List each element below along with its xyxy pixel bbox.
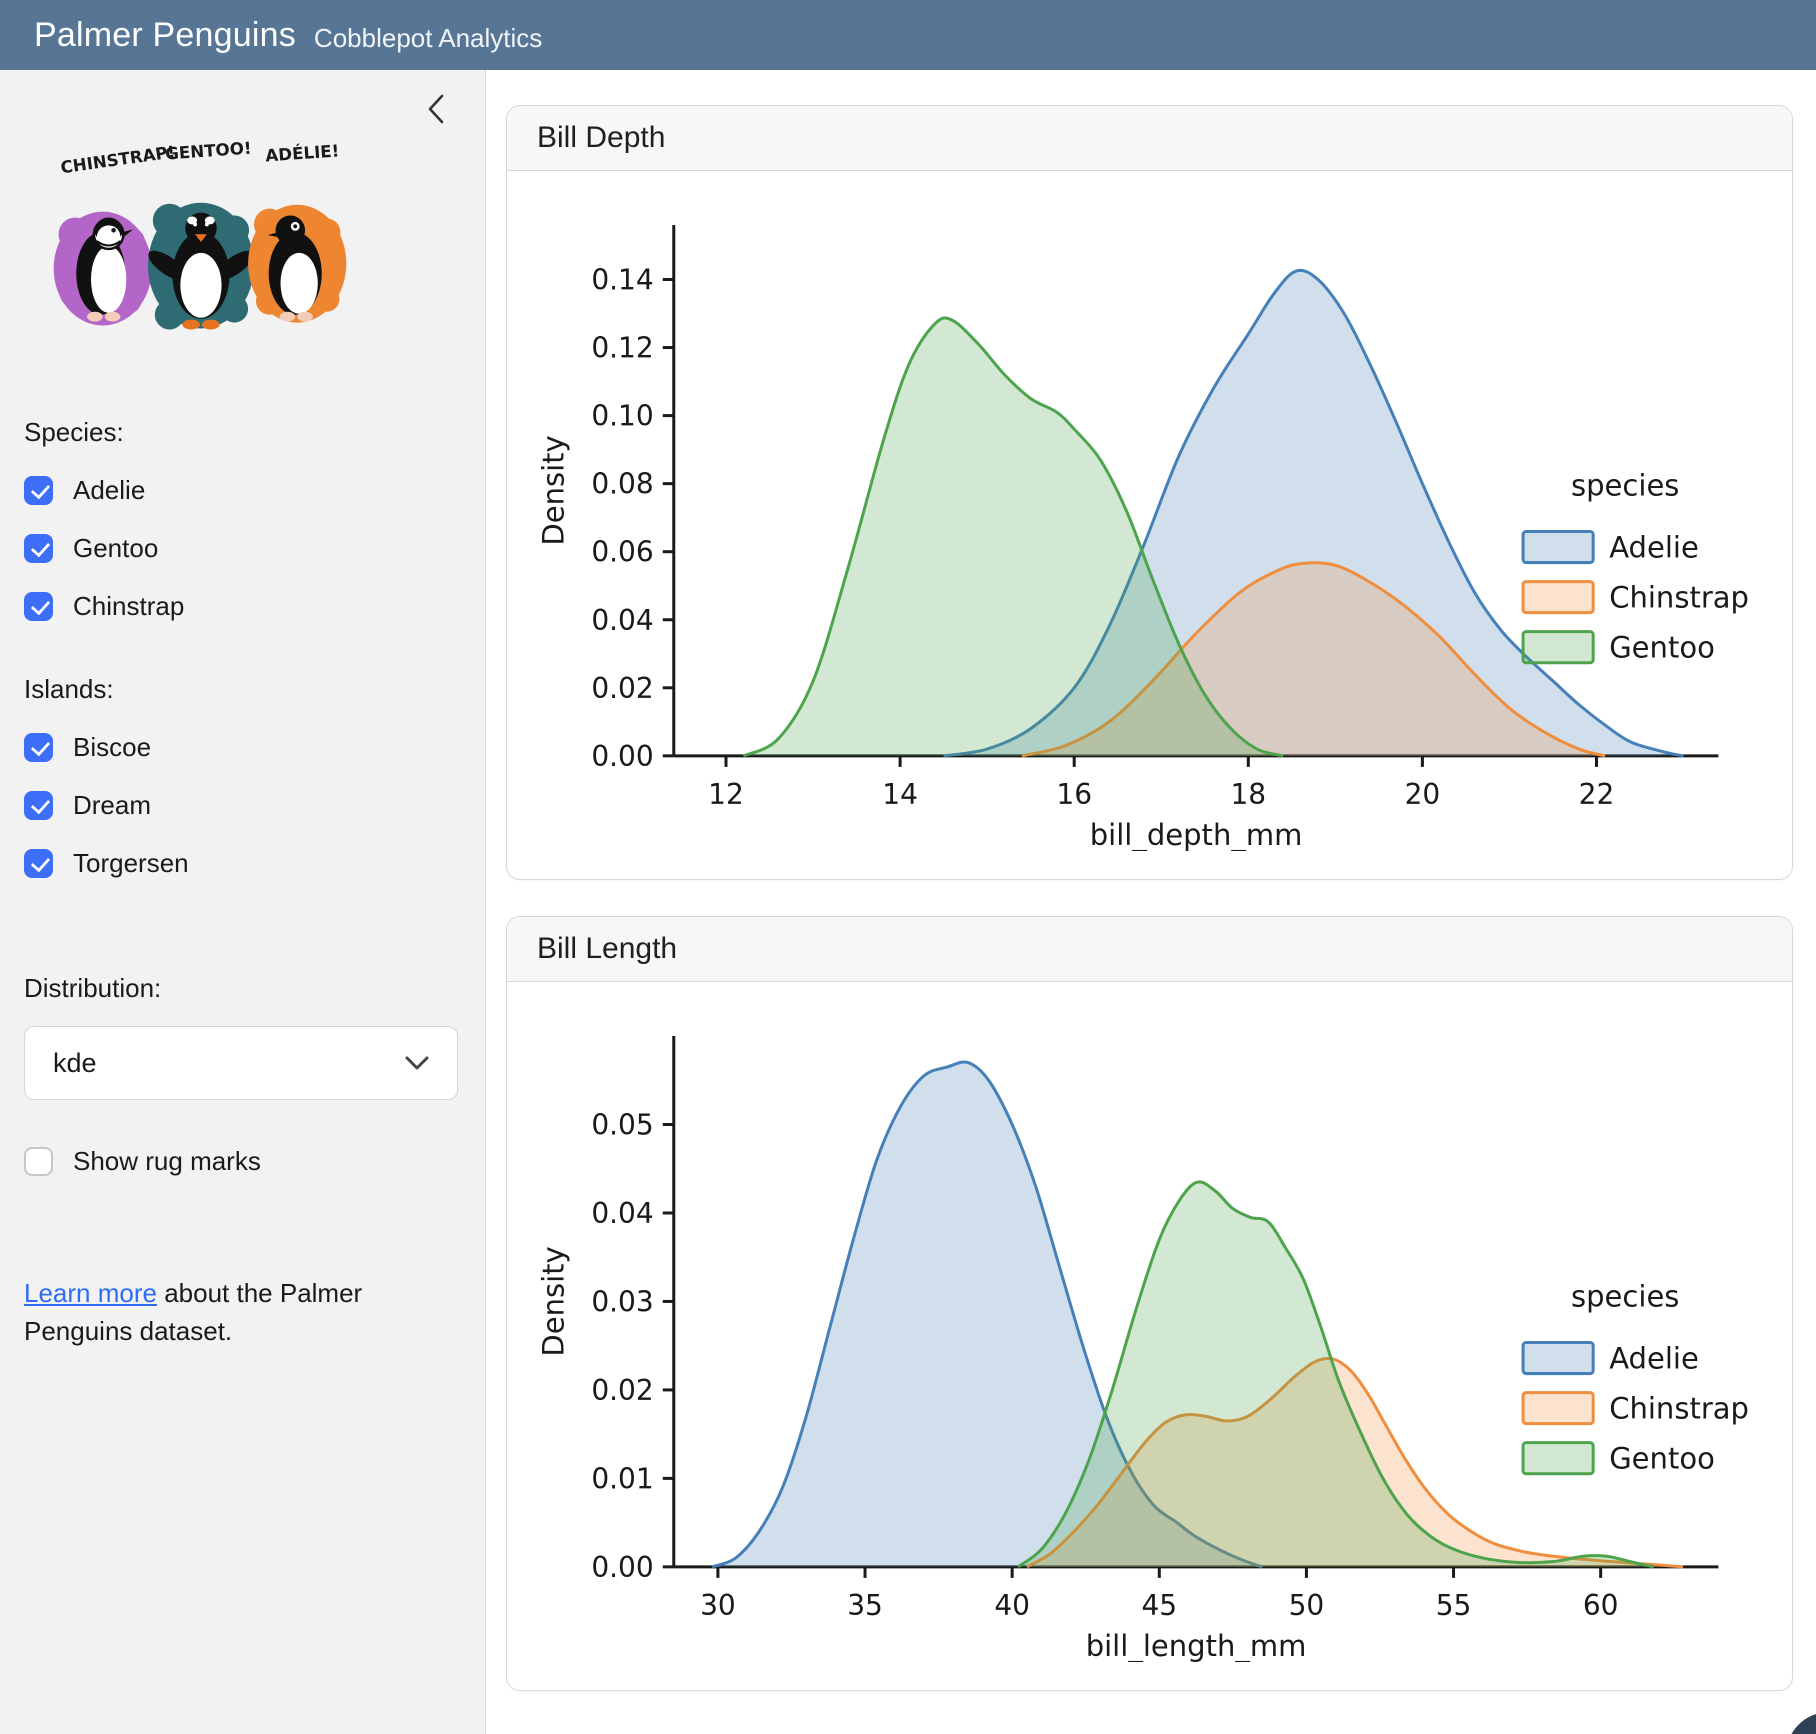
checkbox-label: Adelie <box>73 475 145 506</box>
svg-text:0.03: 0.03 <box>591 1285 653 1318</box>
checkbox-box[interactable] <box>24 791 53 820</box>
adelie-penguin-art <box>248 205 346 323</box>
svg-text:Adelie: Adelie <box>1609 1342 1699 1376</box>
distribution-select[interactable]: kde <box>24 1026 458 1100</box>
card-body: 30 35 40 45 50 55 60 0.00 0.01 0.02 0.03 0.04 0.05 bi… <box>507 982 1792 1690</box>
svg-text:22: 22 <box>1579 778 1615 811</box>
gentoo-penguin-art <box>144 203 258 330</box>
checkbox-label: Dream <box>73 790 151 821</box>
checkbox-species-gentoo[interactable]: Gentoo <box>24 533 461 564</box>
app: Palmer Penguins Cobblepot Analytics <box>0 0 1816 1734</box>
distribution-label: Distribution: <box>24 973 461 1004</box>
svg-text:40: 40 <box>994 1589 1030 1622</box>
penguin-artwork: CHINSTRAP! GENTOO! ADÉLIE! <box>32 136 461 359</box>
checkbox-island-biscoe[interactable]: Biscoe <box>24 732 461 763</box>
svg-text:0.04: 0.04 <box>591 604 653 637</box>
species-section-label: Species: <box>24 417 461 448</box>
svg-text:Adelie: Adelie <box>1609 531 1699 565</box>
svg-text:55: 55 <box>1436 1589 1472 1622</box>
svg-text:bill_length_mm: bill_length_mm <box>1086 1629 1307 1662</box>
learn-more-link[interactable]: Learn more <box>24 1278 157 1308</box>
card-title: Bill Depth <box>507 106 1792 171</box>
svg-text:20: 20 <box>1405 778 1441 811</box>
card-title: Bill Length <box>507 917 1792 982</box>
sidebar-collapse-button[interactable] <box>419 92 453 126</box>
svg-text:0.01: 0.01 <box>591 1462 653 1495</box>
svg-text:0.02: 0.02 <box>591 1374 653 1407</box>
checkbox-box[interactable] <box>24 534 53 563</box>
sidebar: CHINSTRAP! GENTOO! ADÉLIE! Species: Adel… <box>0 70 486 1734</box>
svg-text:45: 45 <box>1141 1589 1177 1622</box>
checkbox-species-chinstrap[interactable]: Chinstrap <box>24 591 461 622</box>
checkbox-box[interactable] <box>24 592 53 621</box>
svg-text:species: species <box>1571 468 1679 502</box>
chinstrap-penguin-art <box>54 212 152 326</box>
checkbox-box[interactable] <box>24 476 53 505</box>
svg-text:species: species <box>1571 1279 1679 1313</box>
checkbox-box[interactable] <box>24 1147 53 1176</box>
distribution-select-value: kde <box>53 1048 97 1079</box>
card-bill-length: Bill Length 30 35 40 45 50 55 60 0.00 0.01 0.02 0.… <box>506 916 1793 1691</box>
svg-text:0.00: 0.00 <box>591 740 653 773</box>
art-label-adelie: ADÉLIE! <box>265 141 340 165</box>
app-title: Palmer Penguins <box>34 16 296 55</box>
checkbox-label: Gentoo <box>73 533 158 564</box>
learn-more-paragraph: Learn more about the Palmer Penguins dat… <box>24 1275 414 1350</box>
chevron-left-icon <box>425 92 447 126</box>
bill-length-plot: 30 35 40 45 50 55 60 0.00 0.01 0.02 0.03 0.04 0.05 bi… <box>523 1006 1774 1662</box>
checkbox-species-adelie[interactable]: Adelie <box>24 475 461 506</box>
art-label-gentoo: GENTOO! <box>165 139 253 164</box>
svg-text:0.06: 0.06 <box>591 536 653 569</box>
svg-text:30: 30 <box>700 1589 736 1622</box>
svg-text:0.05: 0.05 <box>591 1109 653 1142</box>
checkbox-label: Torgersen <box>73 848 189 879</box>
app-header: Palmer Penguins Cobblepot Analytics <box>0 0 1816 70</box>
card-body: 12 14 16 18 20 22 0.00 0.02 0.04 0.06 0.08 0.10 0.12… <box>507 171 1792 879</box>
checkbox-island-dream[interactable]: Dream <box>24 790 461 821</box>
svg-text:18: 18 <box>1230 778 1266 811</box>
svg-text:35: 35 <box>847 1589 883 1622</box>
art-label-chinstrap: CHINSTRAP! <box>59 142 176 177</box>
svg-text:0.04: 0.04 <box>591 1197 653 1230</box>
svg-text:0.12: 0.12 <box>591 332 653 365</box>
chevron-down-icon <box>405 1056 429 1071</box>
svg-text:60: 60 <box>1583 1589 1619 1622</box>
svg-text:16: 16 <box>1056 778 1092 811</box>
svg-text:Gentoo: Gentoo <box>1609 1442 1715 1476</box>
checkbox-box[interactable] <box>24 733 53 762</box>
svg-text:Chinstrap: Chinstrap <box>1609 581 1749 615</box>
svg-text:bill_depth_mm: bill_depth_mm <box>1090 818 1303 851</box>
checkbox-label: Show rug marks <box>73 1146 261 1177</box>
app-subtitle: Cobblepot Analytics <box>314 23 542 54</box>
card-bill-depth: Bill Depth 12 14 16 18 20 22 0.00 0.02 0.04 0.06 0… <box>506 105 1793 880</box>
svg-text:50: 50 <box>1289 1589 1325 1622</box>
svg-text:0.02: 0.02 <box>591 672 653 705</box>
svg-text:0.10: 0.10 <box>591 400 653 433</box>
checkbox-label: Biscoe <box>73 732 151 763</box>
svg-text:0.08: 0.08 <box>591 468 653 501</box>
islands-section-label: Islands: <box>24 674 461 705</box>
svg-text:0.14: 0.14 <box>591 264 653 297</box>
svg-text:Chinstrap: Chinstrap <box>1609 1392 1749 1426</box>
svg-text:Gentoo: Gentoo <box>1609 631 1715 665</box>
main-content: Bill Depth 12 14 16 18 20 22 0.00 0.02 0.04 0.06 0… <box>486 70 1816 1734</box>
svg-text:Density: Density <box>537 435 571 545</box>
svg-text:Density: Density <box>537 1246 571 1356</box>
checkbox-show-rug-marks[interactable]: Show rug marks <box>24 1146 461 1177</box>
svg-text:0.00: 0.00 <box>591 1551 653 1584</box>
checkbox-box[interactable] <box>24 849 53 878</box>
bill-depth-plot: 12 14 16 18 20 22 0.00 0.02 0.04 0.06 0.08 0.10 0.12… <box>523 195 1774 851</box>
svg-text:12: 12 <box>708 778 744 811</box>
checkbox-island-torgersen[interactable]: Torgersen <box>24 848 461 879</box>
checkbox-label: Chinstrap <box>73 591 184 622</box>
svg-text:14: 14 <box>882 778 918 811</box>
